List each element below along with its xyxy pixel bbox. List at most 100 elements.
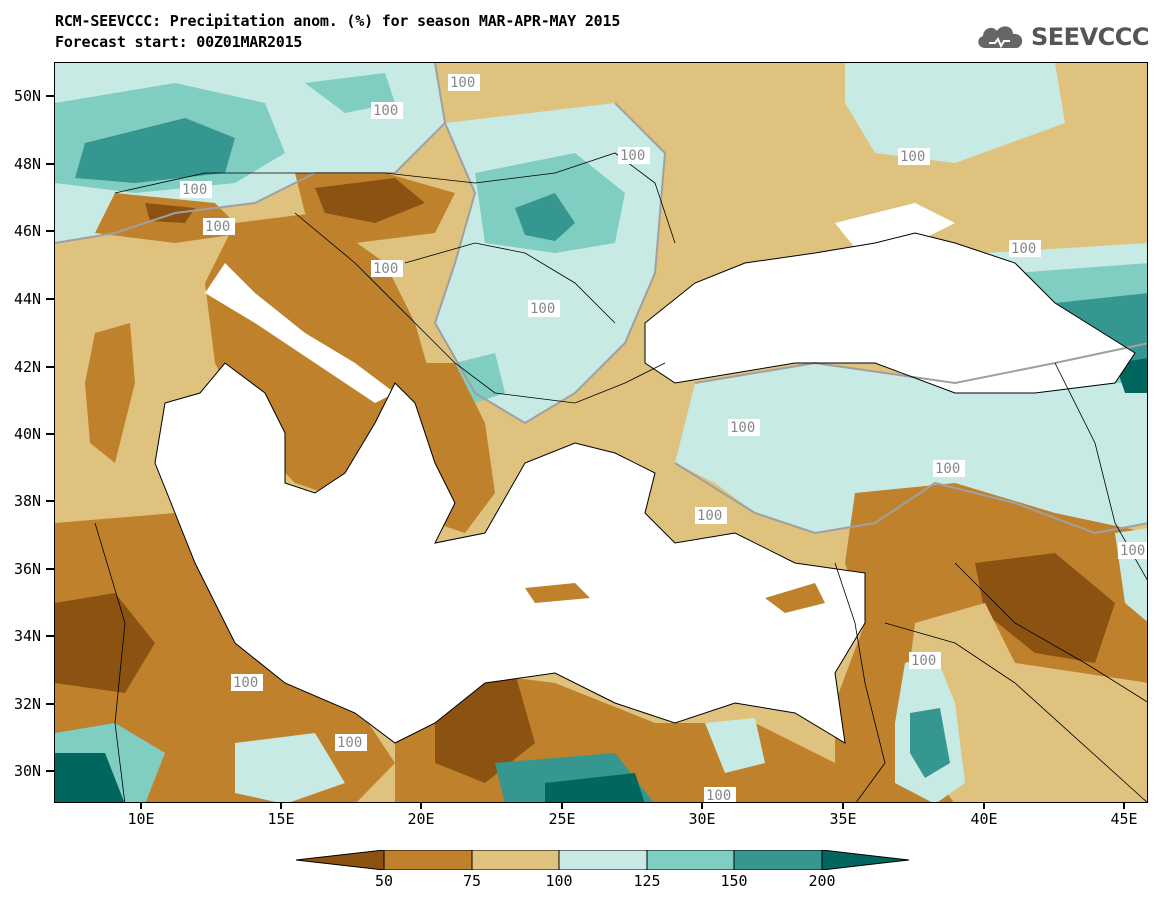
contour-label: 100 <box>911 653 936 669</box>
very-dry-area-hungary <box>315 178 425 223</box>
y-tick <box>46 770 54 772</box>
wet-area-russia <box>845 63 1065 163</box>
contour-label: 100 <box>1120 543 1145 559</box>
colorbar-segment <box>471 850 560 870</box>
map-title: RCM-SEEVCCC: Precipitation anom. (%) for… <box>55 12 621 30</box>
y-tick <box>46 635 54 637</box>
y-axis-label: 42N <box>14 358 42 376</box>
colorbar <box>296 850 910 870</box>
sardinia-corsica <box>85 323 135 463</box>
very-wet-area-romania <box>515 193 575 241</box>
x-tick <box>420 803 422 809</box>
wet-area-libya-west <box>235 733 345 802</box>
contour-lines <box>55 63 1147 535</box>
colorbar-segment <box>821 850 910 870</box>
contour-label: 100 <box>337 735 362 751</box>
y-axis-label: 38N <box>14 492 42 510</box>
y-tick <box>46 230 54 232</box>
colorbar-label: 200 <box>808 872 836 890</box>
y-axis-label: 40N <box>14 425 42 443</box>
very-wet-area-germany <box>75 118 235 183</box>
mediterranean-sea <box>155 363 865 743</box>
dry-area-tunisia-libya <box>55 513 395 802</box>
x-tick <box>561 803 563 809</box>
contour-label: 100 <box>620 148 645 164</box>
colorbar-label: 75 <box>462 872 482 890</box>
extreme-wet-area-egypt <box>545 773 645 802</box>
contour-label-group: 100 100 100 100 100 100 100 100 100 100 … <box>180 74 1147 803</box>
x-tick <box>280 803 282 809</box>
y-axis-label: 36N <box>14 560 42 578</box>
contour-label: 100 <box>373 103 398 119</box>
black-sea <box>645 233 1135 393</box>
slightly-dry-area-arabia <box>905 603 1147 802</box>
colorbar-segment <box>558 850 648 870</box>
seevccc-logo: SEEVCCC <box>975 22 1150 52</box>
sea-of-azov <box>835 203 955 248</box>
precipitation-anomaly-map: 100 100 100 100 100 100 100 100 100 100 … <box>54 62 1148 803</box>
adriatic-sea <box>205 263 395 403</box>
y-tick <box>46 298 54 300</box>
y-tick <box>46 95 54 97</box>
wet-area-nile <box>705 718 765 773</box>
colorbar-segment <box>383 850 473 870</box>
contour-label: 100 <box>1011 241 1036 257</box>
x-tick <box>983 803 985 809</box>
very-dry-area-iraq <box>975 553 1115 663</box>
x-tick <box>701 803 703 809</box>
y-axis-label: 34N <box>14 627 42 645</box>
contour-label: 100 <box>935 461 960 477</box>
x-axis-label: 45E <box>1110 810 1138 828</box>
x-axis-label: 25E <box>548 810 576 828</box>
colorbar-segment <box>646 850 735 870</box>
x-tick <box>140 803 142 809</box>
y-tick <box>46 366 54 368</box>
y-axis-label: 46N <box>14 222 42 240</box>
extreme-wet-area-south-tunisia <box>55 753 125 802</box>
colorbar-label: 50 <box>374 872 394 890</box>
very-dry-area-tunisia <box>55 593 155 693</box>
x-axis-label: 20E <box>407 810 435 828</box>
contour-label: 100 <box>730 420 755 436</box>
crete <box>525 583 590 603</box>
coastlines <box>154 232 1136 744</box>
x-axis-label: 15E <box>267 810 295 828</box>
very-wet-area-jordan <box>910 708 950 778</box>
contour-label: 100 <box>697 508 722 524</box>
x-axis-label: 40E <box>970 810 998 828</box>
y-axis-label: 32N <box>14 695 42 713</box>
y-tick <box>46 568 54 570</box>
contour-label: 100 <box>706 788 731 803</box>
logo-text: SEEVCCC <box>1031 23 1150 51</box>
y-axis-label: 30N <box>14 762 42 780</box>
wet-area-bulgaria <box>455 353 505 403</box>
contour-label: 100 <box>182 182 207 198</box>
y-tick <box>46 163 54 165</box>
forecast-start: Forecast start: 00Z01MAR2015 <box>55 33 303 51</box>
colorbar-label: 150 <box>720 872 748 890</box>
colorbar-segment <box>733 850 823 870</box>
cyprus <box>765 583 825 613</box>
y-axis-label: 44N <box>14 290 42 308</box>
y-tick <box>46 500 54 502</box>
x-axis-label: 35E <box>829 810 857 828</box>
x-tick <box>1123 803 1125 809</box>
cloud-icon <box>978 26 1023 49</box>
y-tick <box>46 433 54 435</box>
contour-label: 100 <box>233 675 258 691</box>
map-canvas: 100 100 100 100 100 100 100 100 100 100 … <box>55 63 1147 803</box>
contour-label: 100 <box>205 219 230 235</box>
contour-label: 100 <box>450 75 475 91</box>
y-axis-label: 48N <box>14 155 42 173</box>
contour-label: 100 <box>900 149 925 165</box>
x-axis-label: 10E <box>127 810 155 828</box>
contour-label: 100 <box>530 301 555 317</box>
contour-label: 100 <box>373 261 398 277</box>
y-tick <box>46 703 54 705</box>
x-axis-label: 30E <box>688 810 716 828</box>
colorbar-label: 100 <box>545 872 573 890</box>
colorbar-label: 125 <box>633 872 661 890</box>
x-tick <box>842 803 844 809</box>
colorbar-segment <box>296 850 385 870</box>
y-axis-label: 50N <box>14 87 42 105</box>
